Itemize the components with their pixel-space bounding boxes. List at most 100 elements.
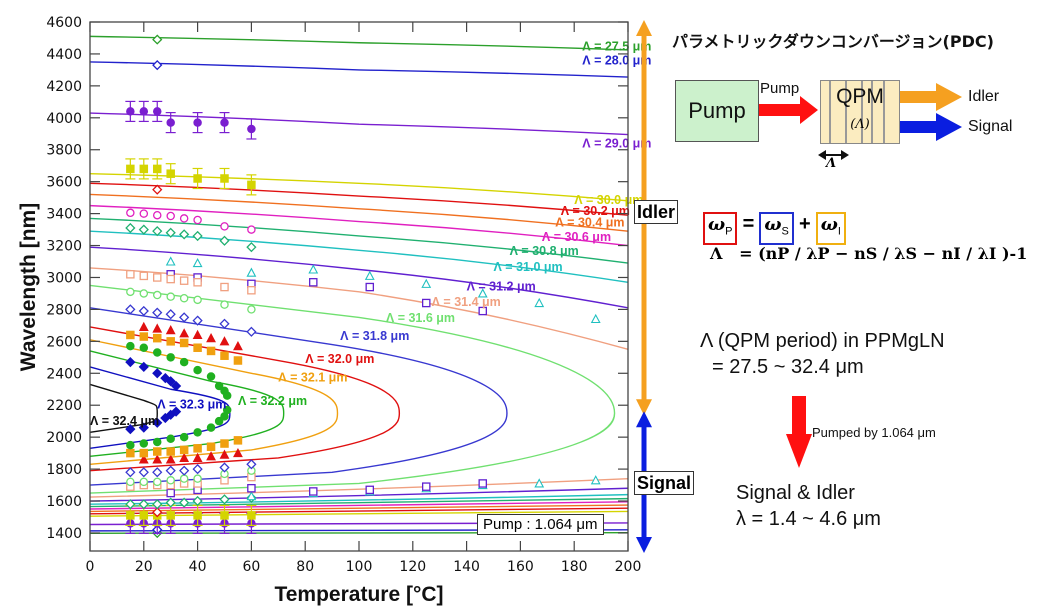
data-point — [179, 328, 190, 338]
data-point — [126, 287, 135, 297]
y-tick-label: 3200 — [46, 239, 82, 255]
tuning-curve-signal — [89, 493, 629, 505]
data-point — [193, 474, 202, 483]
x-tick-label: 80 — [296, 559, 314, 575]
curve-label: Λ = 30.0 μm — [574, 193, 643, 207]
data-point — [139, 511, 149, 520]
data-point — [152, 59, 163, 71]
data-point — [152, 368, 163, 379]
data-point — [152, 348, 162, 357]
data-point — [193, 511, 202, 520]
data-point — [179, 432, 189, 442]
data-point — [170, 380, 182, 392]
result-line2: λ = 1.4 ~ 4.6 μm — [736, 508, 881, 530]
data-point — [125, 356, 136, 368]
data-point — [206, 423, 216, 432]
x-tick-label: 20 — [135, 559, 153, 575]
data-point — [220, 222, 229, 231]
tuning-curve-idler — [89, 35, 629, 51]
data-point — [214, 416, 224, 426]
data-point — [165, 309, 176, 320]
curve-label: Λ = 31.8 μm — [340, 329, 409, 343]
data-point — [193, 428, 202, 437]
data-point — [179, 445, 189, 455]
data-point — [246, 459, 257, 470]
y-tick-label: 4200 — [46, 79, 82, 95]
y-tick-label: 1800 — [46, 462, 82, 478]
data-point — [192, 452, 203, 462]
data-point — [192, 315, 203, 326]
tuning-curve — [89, 350, 285, 458]
data-point — [152, 34, 163, 45]
data-point — [139, 343, 149, 352]
y-tick-label: 2400 — [46, 366, 82, 382]
data-point — [125, 222, 136, 234]
marker-group — [125, 34, 601, 539]
data-point — [125, 424, 136, 435]
data-point — [192, 495, 203, 507]
data-point — [166, 211, 175, 221]
pumped-down-arrow — [786, 396, 812, 468]
data-point — [421, 278, 432, 288]
data-point — [152, 437, 162, 447]
data-point — [247, 511, 256, 520]
data-point — [126, 270, 135, 279]
data-point — [139, 439, 149, 448]
omega-idler-box: ωI — [815, 212, 846, 245]
idler-region-label: Idler — [634, 200, 679, 224]
tuning-curve-idler — [89, 204, 629, 247]
data-point — [152, 417, 163, 428]
data-point — [126, 440, 135, 450]
data-point — [139, 164, 149, 174]
data-point — [222, 405, 232, 415]
data-point — [166, 353, 175, 362]
y-tick-label: 2000 — [46, 430, 82, 446]
data-point — [152, 107, 162, 116]
curve-label: Λ = 32.3 μm — [157, 397, 226, 411]
data-point — [192, 329, 203, 340]
data-point — [192, 257, 203, 268]
data-point — [179, 312, 190, 323]
x-tick-label: 100 — [346, 559, 373, 575]
curve-label: Λ = 31.6 μm — [386, 311, 455, 325]
data-point — [246, 242, 257, 253]
pump-wavelength-annotation: Pump : 1.064 μm — [477, 514, 604, 535]
energy-conservation-equation: ωP = ωS + ωI — [703, 212, 846, 245]
data-point — [308, 264, 319, 274]
result-line1: Signal & Idler — [736, 482, 855, 504]
data-point — [233, 356, 243, 365]
arrow-down-icon — [636, 399, 652, 416]
data-point — [138, 224, 149, 235]
data-point — [206, 451, 216, 461]
data-point — [193, 215, 202, 225]
data-point — [193, 295, 202, 305]
data-point — [166, 274, 175, 284]
tuning-curve-signal — [89, 501, 629, 510]
data-point — [152, 323, 163, 333]
data-point — [220, 439, 229, 448]
y-tick-label: 2600 — [46, 334, 82, 350]
data-point — [219, 318, 230, 329]
signal-region-label: Signal — [634, 471, 695, 495]
data-point — [152, 290, 162, 300]
data-point — [309, 487, 318, 496]
data-point — [138, 467, 149, 478]
period-range-line1: Λ (QPM period) in PPMgLN — [700, 330, 945, 352]
data-point — [139, 332, 149, 341]
signal-output-arrow — [900, 113, 962, 141]
data-point — [233, 340, 243, 351]
y-tick-label: 3600 — [46, 175, 82, 191]
tuning-curve — [89, 284, 616, 494]
tuning-curve-idler — [89, 61, 629, 78]
curve-label: Λ = 31.0 μm — [494, 260, 563, 274]
tuning-curve-signal — [89, 510, 629, 517]
y-tick-label: 2800 — [46, 302, 82, 318]
curve-label: Λ = 28.0 μm — [582, 53, 651, 67]
data-point — [219, 462, 230, 473]
data-point — [126, 341, 135, 351]
omega-pump-box: ωP — [703, 212, 738, 245]
data-point — [478, 306, 487, 316]
data-point — [166, 337, 175, 346]
arrow-down-icon — [636, 537, 652, 553]
